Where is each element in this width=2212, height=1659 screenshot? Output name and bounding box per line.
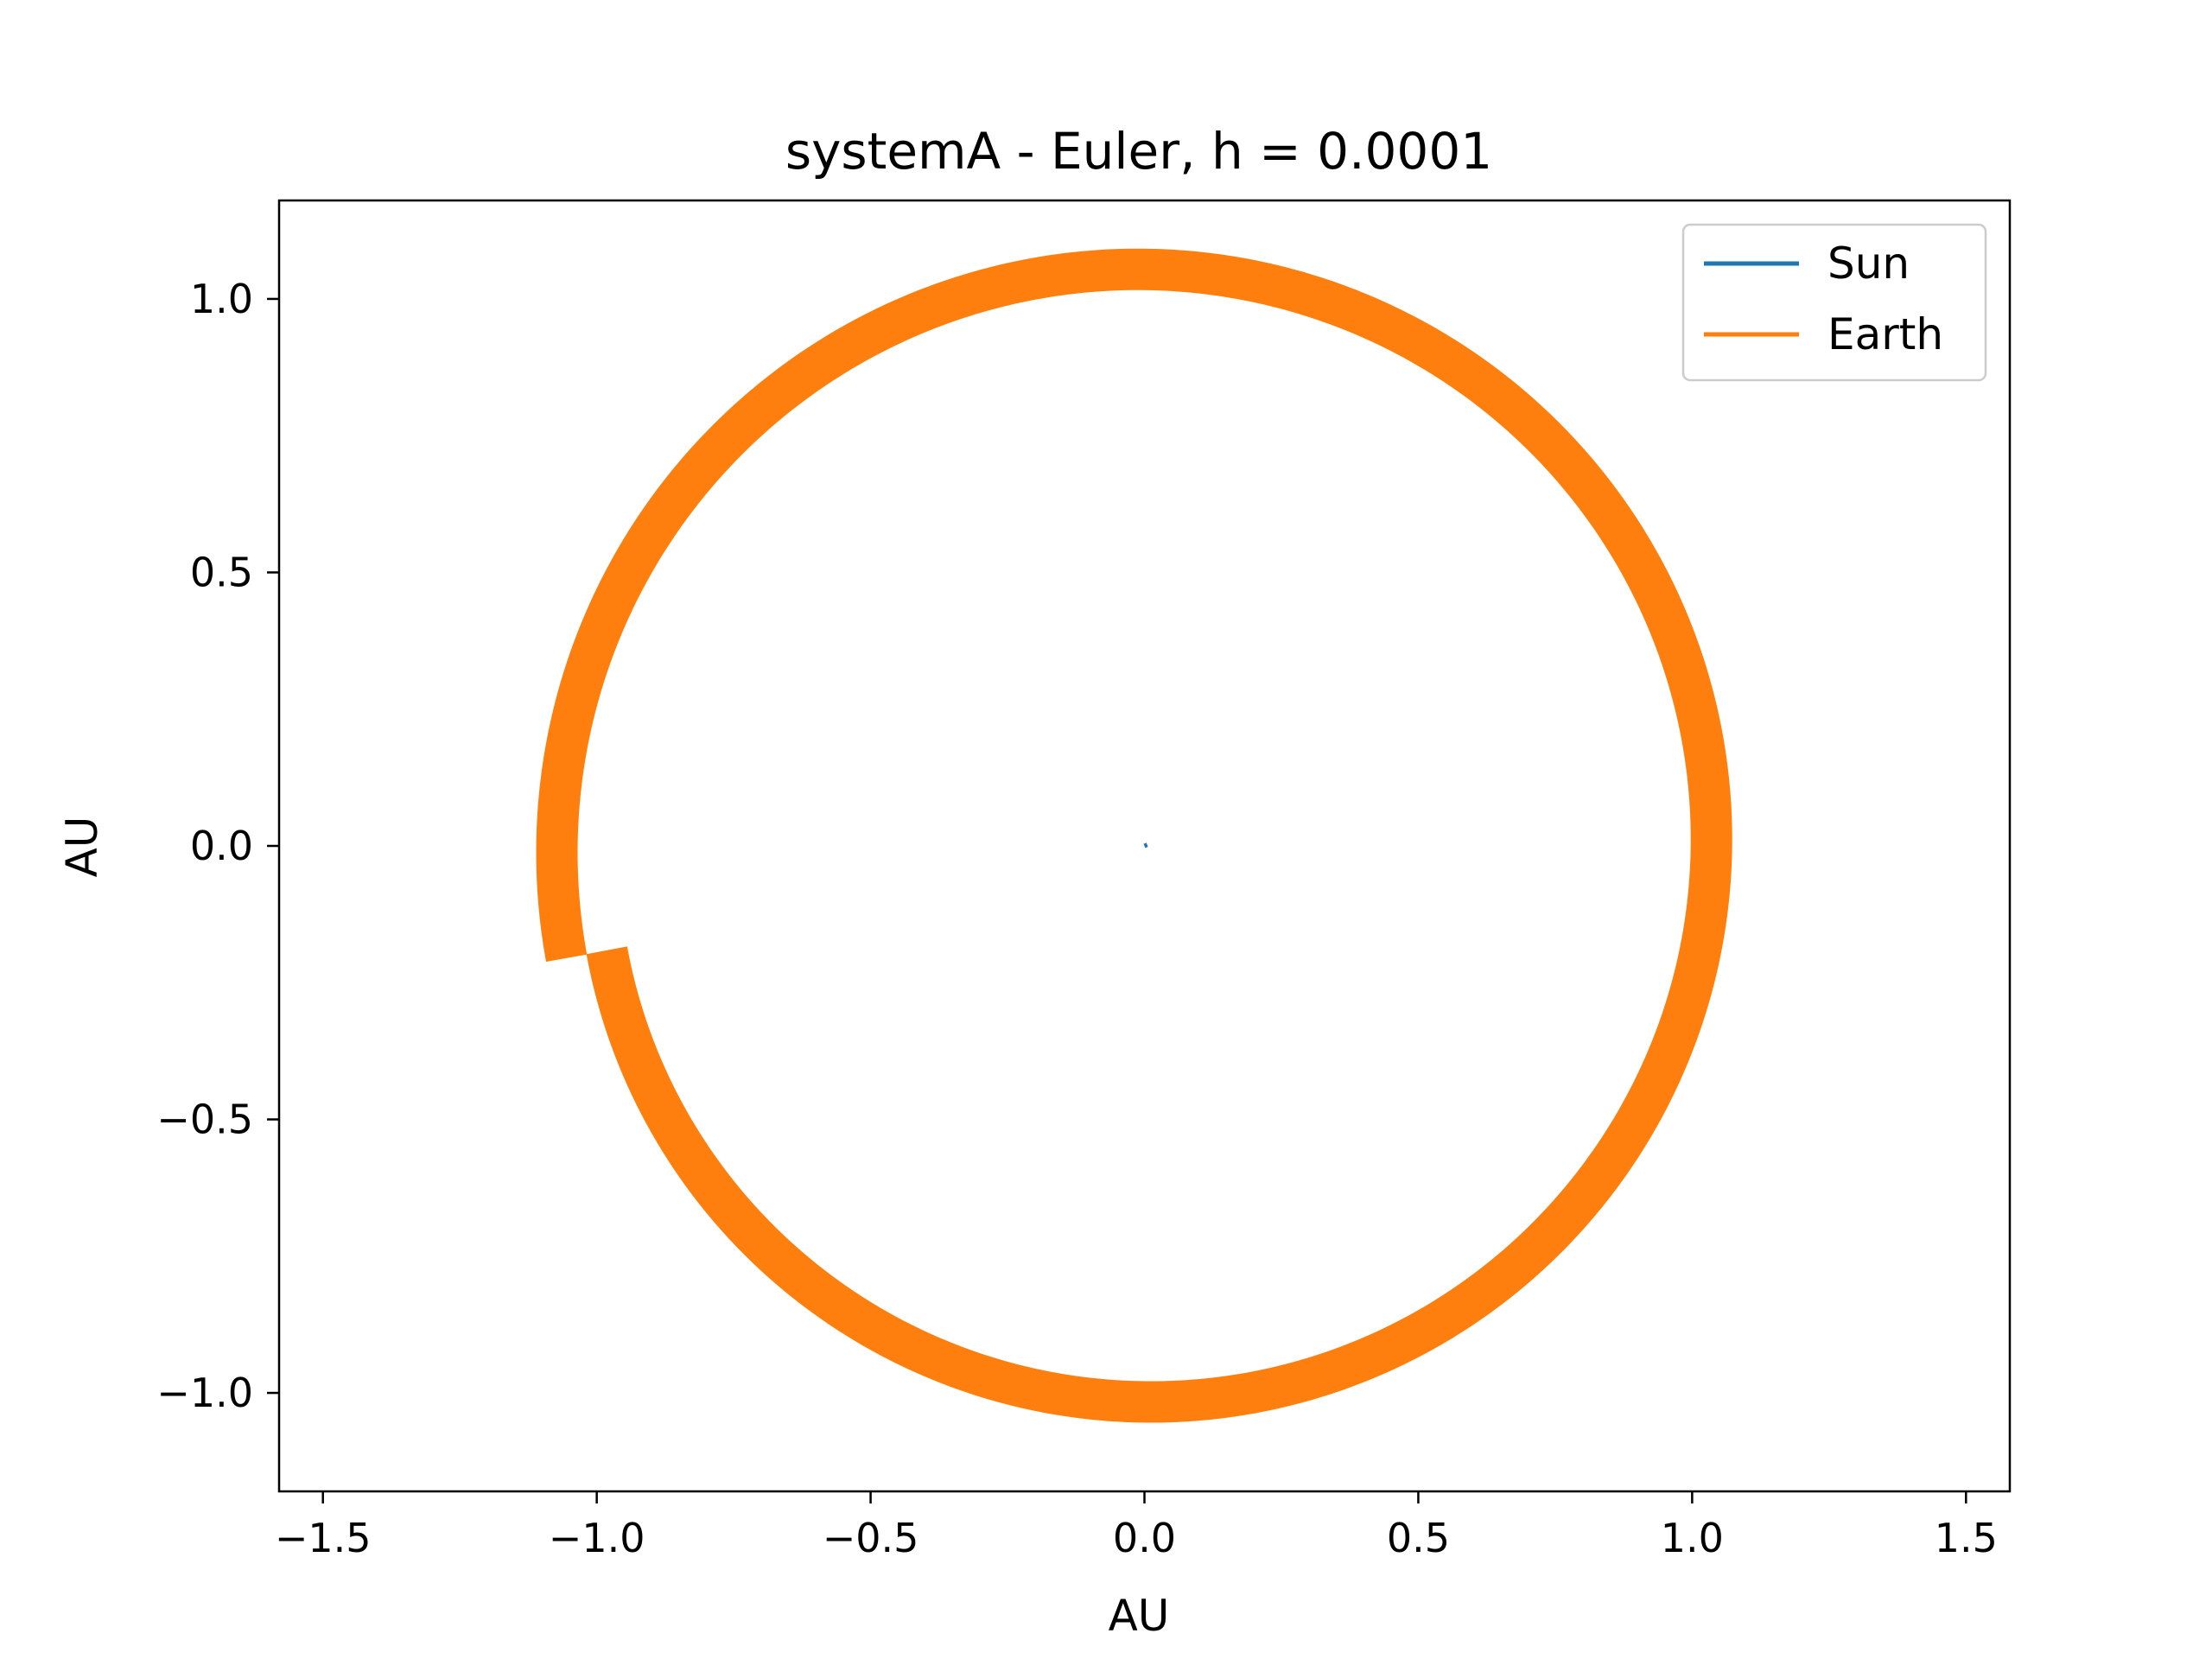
sun-trace-line (1143, 842, 1148, 849)
x-axis-label: AU (1109, 1591, 1170, 1641)
y-tick-label: 0.5 (190, 549, 253, 595)
x-tick-label: −0.5 (823, 1515, 919, 1561)
y-tick-label: −1.0 (156, 1370, 253, 1416)
y-tick-label: 0.0 (190, 823, 253, 869)
y-tick-label: 1.0 (190, 276, 253, 322)
earth-orbit-line (536, 248, 1732, 1423)
legend-label-sun: Sun (1827, 238, 1910, 289)
legend: Sun Earth (1681, 223, 1987, 382)
chart-title: systemA - Euler, h = 0.0001 (785, 122, 1492, 181)
legend-label-earth: Earth (1827, 309, 1943, 359)
plot-frame (277, 199, 2012, 1493)
y-axis-label: AU (57, 817, 107, 878)
x-tick-label: −1.5 (275, 1515, 372, 1561)
x-tick-label: 0.5 (1387, 1515, 1450, 1561)
x-tick-label: 1.0 (1661, 1515, 1724, 1561)
x-tick-label: 1.5 (1935, 1515, 1998, 1561)
y-tick-label: −0.5 (156, 1096, 253, 1143)
x-tick-label: −1.0 (549, 1515, 645, 1561)
x-tick-label: 0.0 (1113, 1515, 1176, 1561)
